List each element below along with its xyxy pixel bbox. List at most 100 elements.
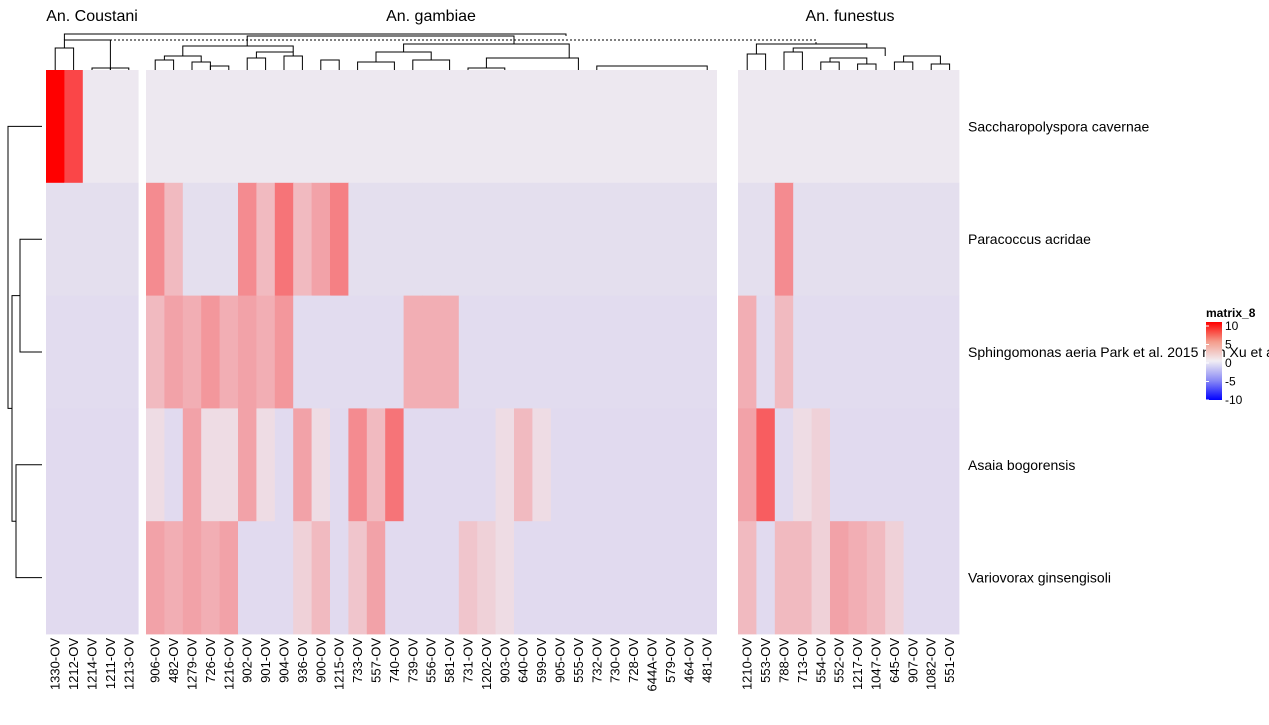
column-label: 552-OV [832,638,847,683]
heatmap-cell [495,295,515,409]
column-label: 556-OV [424,638,439,683]
heatmap-cell [642,70,662,184]
column-dendrogram [54,33,951,70]
heatmap-cell [146,521,165,635]
heatmap-cell [587,182,607,296]
heatmap-cell [201,182,221,296]
column-label: 1047-OV [869,638,884,690]
column-dendrogram-branch [191,61,211,70]
heatmap-cell [866,408,886,522]
column-label: 555-OV [571,638,586,683]
column-group-label: An. Coustani [46,8,138,25]
heatmap-cell [756,70,776,184]
heatmap-cell [679,295,699,409]
column-dendrogram-branch [109,67,130,70]
heatmap-cell [569,408,589,522]
column-label: 1210-OV [740,638,755,690]
column-label: 901-OV [258,638,273,683]
heatmap-cell [101,521,121,635]
heatmap-cell [422,521,441,635]
heatmap-cell [403,70,423,184]
heatmap-cell [756,295,776,409]
column-dendrogram-branch [91,67,111,70]
legend-tick-label: -5 [1225,375,1236,389]
heatmap-cell [679,182,699,296]
heatmap-cell [119,295,139,409]
heatmap-cell [738,295,757,409]
heatmap-cell [624,295,644,409]
heatmap-cell [514,295,533,409]
column-dendrogram-branch [255,51,294,58]
column-label: 903-OV [497,638,512,683]
heatmap-cell [440,408,460,522]
legend-tick-label: -10 [1225,393,1243,407]
column-dendrogram-branch [783,51,803,70]
row-label: Asaia bogorensis [968,457,1075,473]
heatmap-cell [738,408,757,522]
heatmap-cell [624,408,644,522]
legend-tick-label: 10 [1225,319,1239,333]
column-dendrogram-branch [154,59,175,70]
column-dendrogram-branch [829,57,868,64]
heatmap-cell [311,182,331,296]
heatmap-cell [82,70,102,184]
heatmap-cell [624,70,644,184]
column-label: 900-OV [313,638,328,683]
heatmap-cell [514,182,533,296]
row-dendrogram-branch [19,238,42,353]
heatmap-cell [495,521,515,635]
column-label: 739-OV [405,638,420,683]
heatmap-cell [422,70,441,184]
heatmap-cell [738,182,757,296]
column-label: 728-OV [626,638,641,683]
heatmap-cell [311,408,331,522]
heatmap-cell [146,70,165,184]
column-dendrogram-branch [467,67,506,70]
heatmap-cell [64,295,84,409]
heatmap-cell [403,408,423,522]
legend-colorbar [1206,322,1222,400]
column-label: 581-OV [442,638,457,683]
heatmap-cell [256,408,276,522]
column-label: 644A-OV [645,638,660,692]
heatmap-cell [201,295,221,409]
heatmap-cell [238,295,257,409]
heatmap-cell [82,521,102,635]
heatmap-cell [422,295,441,409]
heatmap-cell [101,182,121,296]
heatmap-cell [293,295,313,409]
heatmap-cell [477,521,497,635]
heatmap-cell [385,295,405,409]
heatmap-cell [679,521,699,635]
column-dendrogram-branch [403,43,570,58]
column-label: 732-OV [589,638,604,683]
heatmap-cell [793,295,813,409]
heatmap-cell [403,521,423,635]
heatmap-cell [661,295,681,409]
heatmap-cell [830,521,849,635]
column-label: 788-OV [777,638,792,683]
heatmap-cell [119,408,139,522]
heatmap-cell [458,408,478,522]
heatmap-cell [495,408,515,522]
heatmap-cell [330,408,349,522]
column-dendrogram-branch [792,47,886,56]
column-dendrogram-branch [163,55,202,62]
heatmap-cell [293,408,313,522]
heatmap-cell [440,70,460,184]
heatmap-cell [164,295,184,409]
heatmap-cell [774,182,794,296]
heatmap-cell [624,521,644,635]
row-label: Saccharopolyspora cavernae [968,118,1150,134]
heatmap-cell [477,70,497,184]
column-dendrogram-branch [63,33,567,40]
column-label: 645-OV [887,638,902,683]
column-label: 740-OV [387,638,402,683]
column-dendrogram-branch [412,59,451,70]
heatmap-cell [403,295,423,409]
heatmap-cell [848,182,868,296]
heatmap-cell [606,70,625,184]
column-label: 553-OV [758,638,773,683]
heatmap-cell [366,408,386,522]
